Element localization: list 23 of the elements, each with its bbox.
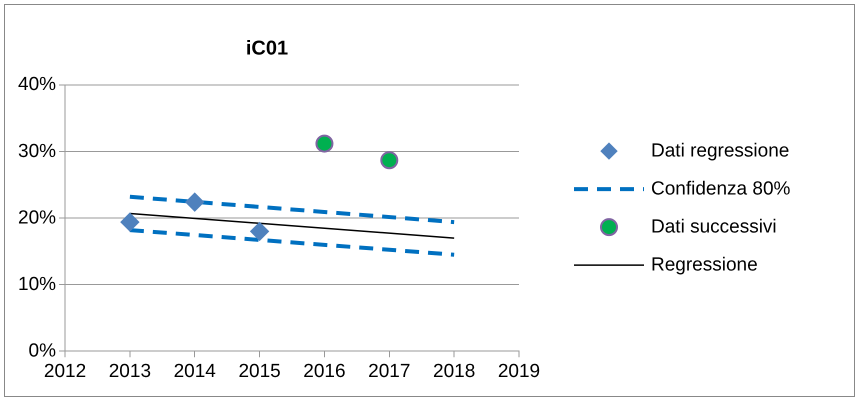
y-tick-label: 10% [18,274,56,295]
point [185,192,204,212]
point [315,134,334,153]
x-tick-label: 2014 [174,360,216,382]
x-tick-label: 2012 [44,360,86,382]
point [120,212,140,232]
x-tick-label: 2019 [498,360,540,382]
legend-label: Dati successivi [651,216,777,238]
legend-label: Dati regressione [651,140,790,162]
y-tick-label: 40% [18,74,56,96]
x-tick-label: 2015 [238,360,281,382]
legend-label: Regressione [651,254,758,276]
y-tick-label: 20% [18,207,56,228]
point [250,222,270,241]
y-tick-label: 0% [28,340,56,362]
legend-label: Confidenza 80% [651,178,791,200]
point [380,151,398,170]
chart-title: iC01 [246,38,288,60]
y-tick-label: 30% [18,140,56,162]
x-tick-label: 2016 [303,360,346,382]
x-tick-label: 2018 [433,360,476,382]
x-tick-label: 2017 [368,360,410,382]
x-tick-label: 2013 [108,360,152,382]
